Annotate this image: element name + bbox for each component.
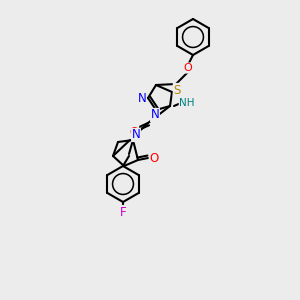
Text: F: F [120,206,126,218]
Text: O: O [184,63,192,73]
Text: O: O [129,125,139,139]
Text: O: O [149,152,159,164]
Text: NH: NH [179,98,195,108]
Text: S: S [173,83,181,97]
Text: N: N [132,128,140,142]
Text: N: N [151,109,159,122]
Text: N: N [138,92,146,104]
